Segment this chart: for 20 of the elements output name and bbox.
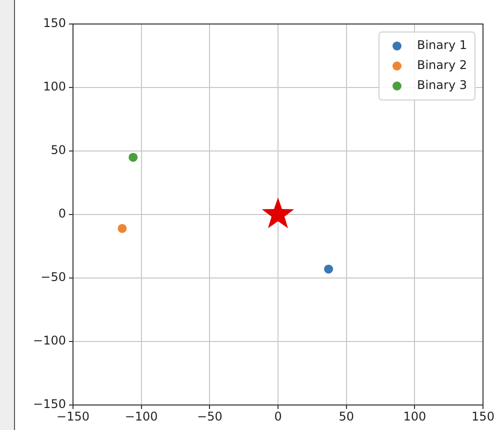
point <box>128 152 138 162</box>
y-tick-label: −50 <box>40 270 66 284</box>
point <box>262 198 294 228</box>
x-tick-label: 0 <box>274 409 282 424</box>
x-tick-label: −50 <box>197 409 222 424</box>
x-tick-label: −100 <box>124 409 158 424</box>
y-tick-label: −100 <box>33 334 66 348</box>
y-tick-label: −150 <box>33 397 66 412</box>
legend-label: Binary 3 <box>416 78 468 92</box>
y-tick-label: 150 <box>43 16 66 30</box>
x-tick-label: 50 <box>338 409 354 424</box>
y-tick-label: 100 <box>43 80 66 94</box>
point <box>324 264 334 274</box>
x-tick-label: 150 <box>472 409 494 424</box>
y-tick-label: 50 <box>50 143 66 158</box>
legend-label: Binary 1 <box>416 38 468 52</box>
point <box>118 224 127 233</box>
y-tick-label: 0 <box>58 206 66 221</box>
legend-label: Binary 2 <box>416 58 468 72</box>
x-tick-label: 100 <box>403 409 426 424</box>
